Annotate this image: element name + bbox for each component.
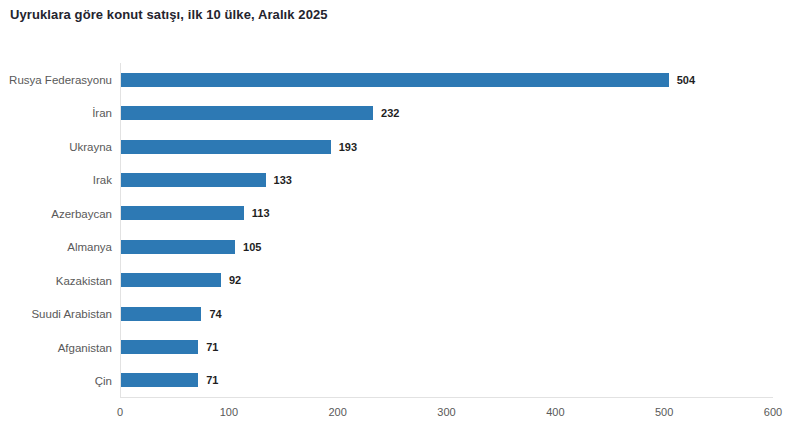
bar-value-label: 74 <box>209 308 221 320</box>
bar-value-label: 504 <box>677 74 695 86</box>
bar-value-label: 71 <box>206 374 218 386</box>
category-label: Irak <box>0 164 112 198</box>
category-label: İran <box>0 97 112 131</box>
x-tick-label: 400 <box>546 406 564 418</box>
plot-area: 504 232 193 133 113 105 92 74 71 71 <box>120 63 773 398</box>
x-tick-label: 300 <box>437 406 455 418</box>
bar-row: 232 <box>121 96 773 129</box>
bar-value-label: 71 <box>206 341 218 353</box>
category-label: Almanya <box>0 231 112 265</box>
category-label: Ukrayna <box>0 130 112 164</box>
bar <box>121 273 221 287</box>
bar <box>121 307 201 321</box>
bar-value-label: 105 <box>243 241 261 253</box>
bar-value-label: 113 <box>252 207 270 219</box>
bar-row: 105 <box>121 230 773 263</box>
category-label: Afganistan <box>0 331 112 365</box>
bar-row: 193 <box>121 130 773 163</box>
category-label: Rusya Federasyonu <box>0 63 112 97</box>
x-tick-label: 200 <box>328 406 346 418</box>
bar <box>121 106 373 120</box>
bar-row: 113 <box>121 197 773 230</box>
category-axis-labels: Rusya FederasyonuİranUkraynaIrakAzerbayc… <box>0 63 112 398</box>
bar-value-label: 92 <box>229 274 241 286</box>
bar <box>121 140 331 154</box>
bar <box>121 240 235 254</box>
x-tick-label: 600 <box>764 406 782 418</box>
x-tick-label: 100 <box>220 406 238 418</box>
bar-row: 74 <box>121 297 773 330</box>
bar-value-label: 193 <box>339 141 357 153</box>
bar-row: 71 <box>121 330 773 363</box>
category-label: Kazakistan <box>0 264 112 298</box>
category-label: Suudi Arabistan <box>0 298 112 332</box>
category-label: Çin <box>0 365 112 399</box>
bar-value-label: 133 <box>274 174 292 186</box>
bar <box>121 173 266 187</box>
bar <box>121 206 244 220</box>
chart-title: Uyruklara göre konut satışı, ilk 10 ülke… <box>10 7 328 22</box>
bar-value-label: 232 <box>381 107 399 119</box>
bar-row: 504 <box>121 63 773 96</box>
x-tick-label: 0 <box>117 406 123 418</box>
bar-row: 71 <box>121 364 773 397</box>
bar-row: 133 <box>121 163 773 196</box>
x-tick-label: 500 <box>655 406 673 418</box>
category-label: Azerbaycan <box>0 197 112 231</box>
bar <box>121 340 198 354</box>
chart-container: Uyruklara göre konut satışı, ilk 10 ülke… <box>0 0 803 442</box>
bar-row: 92 <box>121 263 773 296</box>
bar <box>121 73 669 87</box>
bar <box>121 373 198 387</box>
x-axis: 0100200300400500600 <box>120 398 773 428</box>
